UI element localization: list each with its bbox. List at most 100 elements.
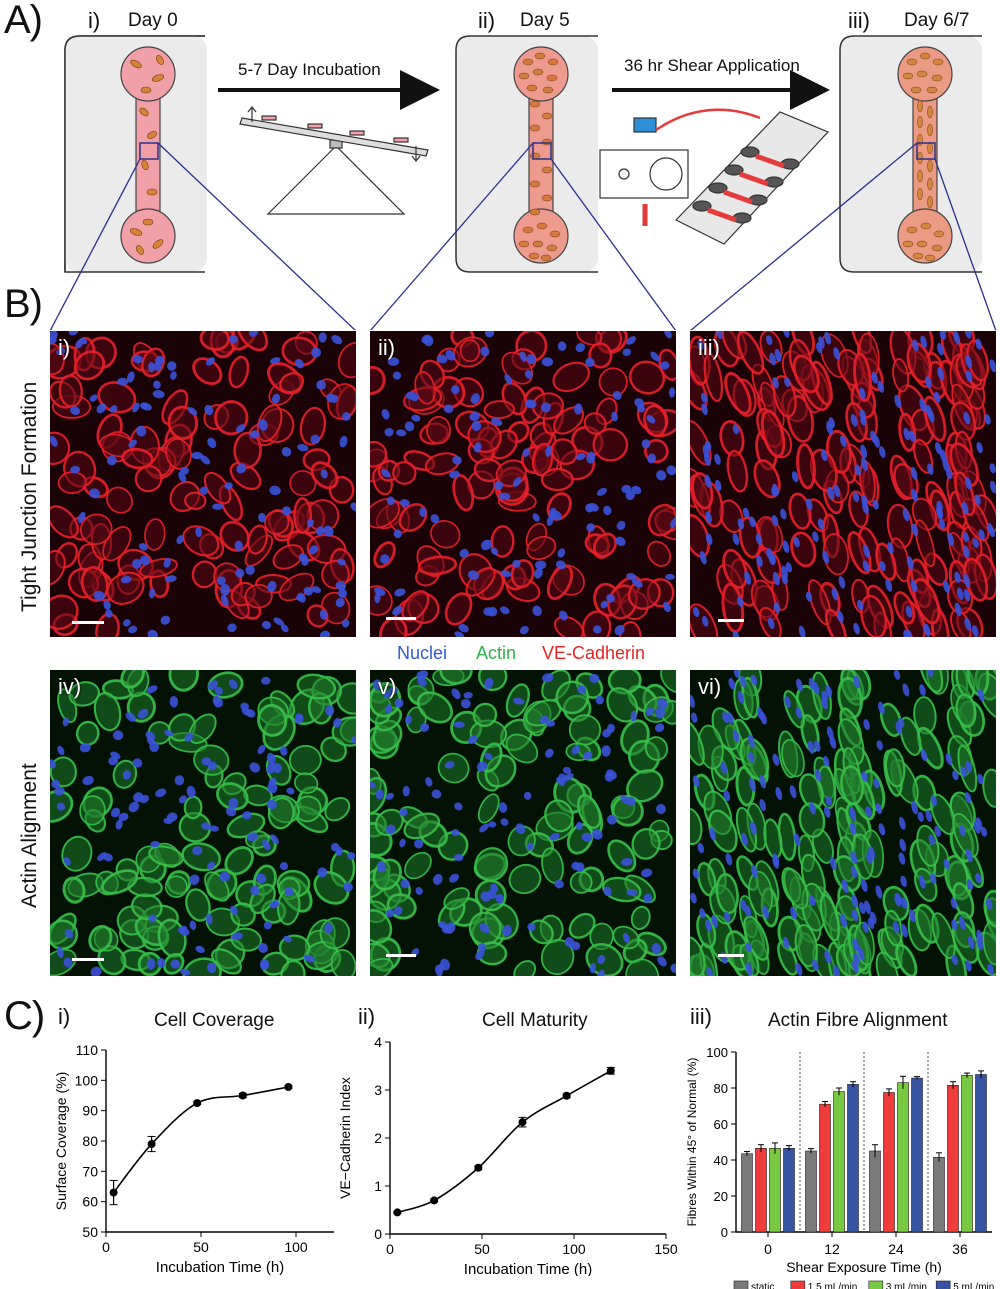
row1-label: Tight Junction Formation [18, 381, 41, 612]
chart-iii-roman: iii) [690, 1004, 712, 1029]
chart-i-title: Cell Coverage [154, 1010, 275, 1031]
bar [805, 1150, 817, 1233]
bar [741, 1153, 753, 1233]
x-tick-label: 0 [102, 1239, 110, 1255]
data-point [284, 1083, 293, 1092]
data-point [518, 1118, 527, 1127]
y-tick-label: 100 [75, 1072, 99, 1088]
bar [833, 1091, 845, 1233]
legend-label: 3 mL/min [886, 1282, 927, 1289]
cells-day0 [129, 55, 165, 255]
scale-bar [72, 621, 104, 624]
scale-bar [718, 954, 744, 957]
scale-bar [718, 619, 744, 622]
data-point [562, 1091, 571, 1100]
y-tick-label: 80 [714, 1081, 728, 1096]
legend-swatch [935, 1280, 951, 1289]
micrograph-actin-vi: vi) [690, 670, 996, 976]
micrograph-vecad-i: i) [50, 331, 356, 637]
x-tick-label: 100 [284, 1239, 308, 1255]
y-tick-label: 4 [374, 1036, 382, 1050]
micrograph-label: ii) [378, 335, 396, 360]
data-point [109, 1188, 118, 1197]
micrograph-label: i) [58, 335, 71, 360]
arrow-incubation-label: 5-7 Day Incubation [238, 60, 381, 79]
micrograph-label: v) [378, 674, 397, 699]
y-tick-label: 3 [374, 1082, 382, 1098]
legend-swatch [733, 1280, 749, 1289]
step-iii-day: Day 6/7 [904, 10, 970, 31]
bar [933, 1157, 945, 1233]
device-day67 [839, 35, 982, 273]
scale-bar [386, 617, 416, 620]
y-tick-label: 0 [374, 1226, 382, 1242]
rocker-icon [239, 106, 429, 215]
chart-iii-title: Actin Fibre Alignment [768, 1010, 948, 1031]
micrograph-actin-v: v) [370, 670, 676, 976]
chart-ii-roman: ii) [358, 1004, 376, 1029]
y-axis-label: Fibres Within 45° of Normal (%) [685, 1058, 699, 1227]
legend-swatch [868, 1280, 884, 1289]
y-tick-label: 20 [714, 1189, 728, 1204]
y-tick-label: 0 [721, 1225, 728, 1240]
micrograph-vecad-ii: ii) [370, 331, 676, 637]
y-tick-label: 60 [714, 1117, 728, 1132]
chart-i-roman: i) [58, 1004, 71, 1029]
x-tick-label: 150 [654, 1241, 678, 1257]
x-tick-label: 24 [888, 1241, 904, 1257]
data-point [193, 1099, 202, 1108]
bar [783, 1148, 795, 1233]
x-axis-label: Shear Exposure Time (h) [786, 1259, 942, 1275]
arrow-shear-label: 36 hr Shear Application [624, 56, 800, 75]
legend-swatch [790, 1280, 806, 1289]
y-tick-label: 110 [76, 1042, 99, 1058]
x-tick-label: 100 [562, 1241, 586, 1257]
panel-b-letter: B) [4, 282, 43, 326]
bar [755, 1148, 767, 1233]
legend-vecadherin: VE-Cadherin [542, 643, 646, 663]
data-point [238, 1091, 247, 1100]
bar [975, 1074, 987, 1233]
chart-legend: static 1.5 mL/min 3 mL/min 5 mL/min [733, 1280, 994, 1289]
micrograph-label: iv) [58, 674, 82, 699]
bar [911, 1077, 923, 1233]
panel-c-letter: C) [4, 994, 45, 1038]
y-axis-label: Surface Coverage (%) [53, 1072, 69, 1211]
x-tick-label: 0 [764, 1241, 772, 1257]
y-tick-label: 60 [82, 1194, 98, 1210]
y-tick-label: 90 [82, 1103, 98, 1119]
bar [947, 1084, 959, 1233]
y-tick-label: 1 [374, 1178, 382, 1194]
device-day5 [455, 35, 598, 273]
legend-label: 5 mL/min [953, 1282, 994, 1289]
bar [883, 1092, 895, 1233]
chart-actin-alignment: 0 20 40 60 80 100 0 12 24 36 Shear Exposure Time (… [685, 1045, 994, 1289]
bar [961, 1075, 973, 1233]
fit-curve [397, 1070, 612, 1214]
micrograph-label: iii) [698, 335, 720, 360]
y-tick-label: 100 [706, 1045, 728, 1060]
data-point [606, 1066, 615, 1075]
data-point [474, 1163, 483, 1172]
x-axis-label: Incubation Time (h) [464, 1261, 592, 1276]
bar [847, 1084, 859, 1233]
chart-cell-maturity: 0 1 2 3 4 0 50 100 150 Incubation Time (h) VE−Cadh… [337, 1034, 678, 1278]
scale-bar [72, 958, 104, 961]
x-tick-label: 50 [474, 1241, 490, 1257]
micrograph-actin-iv: iv) [50, 670, 356, 976]
data-point [393, 1208, 402, 1217]
bar [769, 1148, 781, 1233]
y-tick-label: 2 [374, 1130, 382, 1146]
pump-chip-icon [599, 108, 830, 245]
x-tick-label: 0 [386, 1241, 394, 1257]
row2-label: Actin Alignment [18, 763, 41, 908]
scale-bar [386, 954, 416, 957]
step-i-label: i) [88, 8, 101, 33]
micrograph-label: vi) [698, 674, 722, 699]
legend-label: static [751, 1282, 774, 1289]
x-tick-label: 36 [952, 1241, 968, 1257]
micrograph-vecad-iii: iii) [690, 331, 996, 637]
step-iii-label: iii) [848, 8, 870, 33]
y-tick-label: 70 [82, 1163, 98, 1179]
